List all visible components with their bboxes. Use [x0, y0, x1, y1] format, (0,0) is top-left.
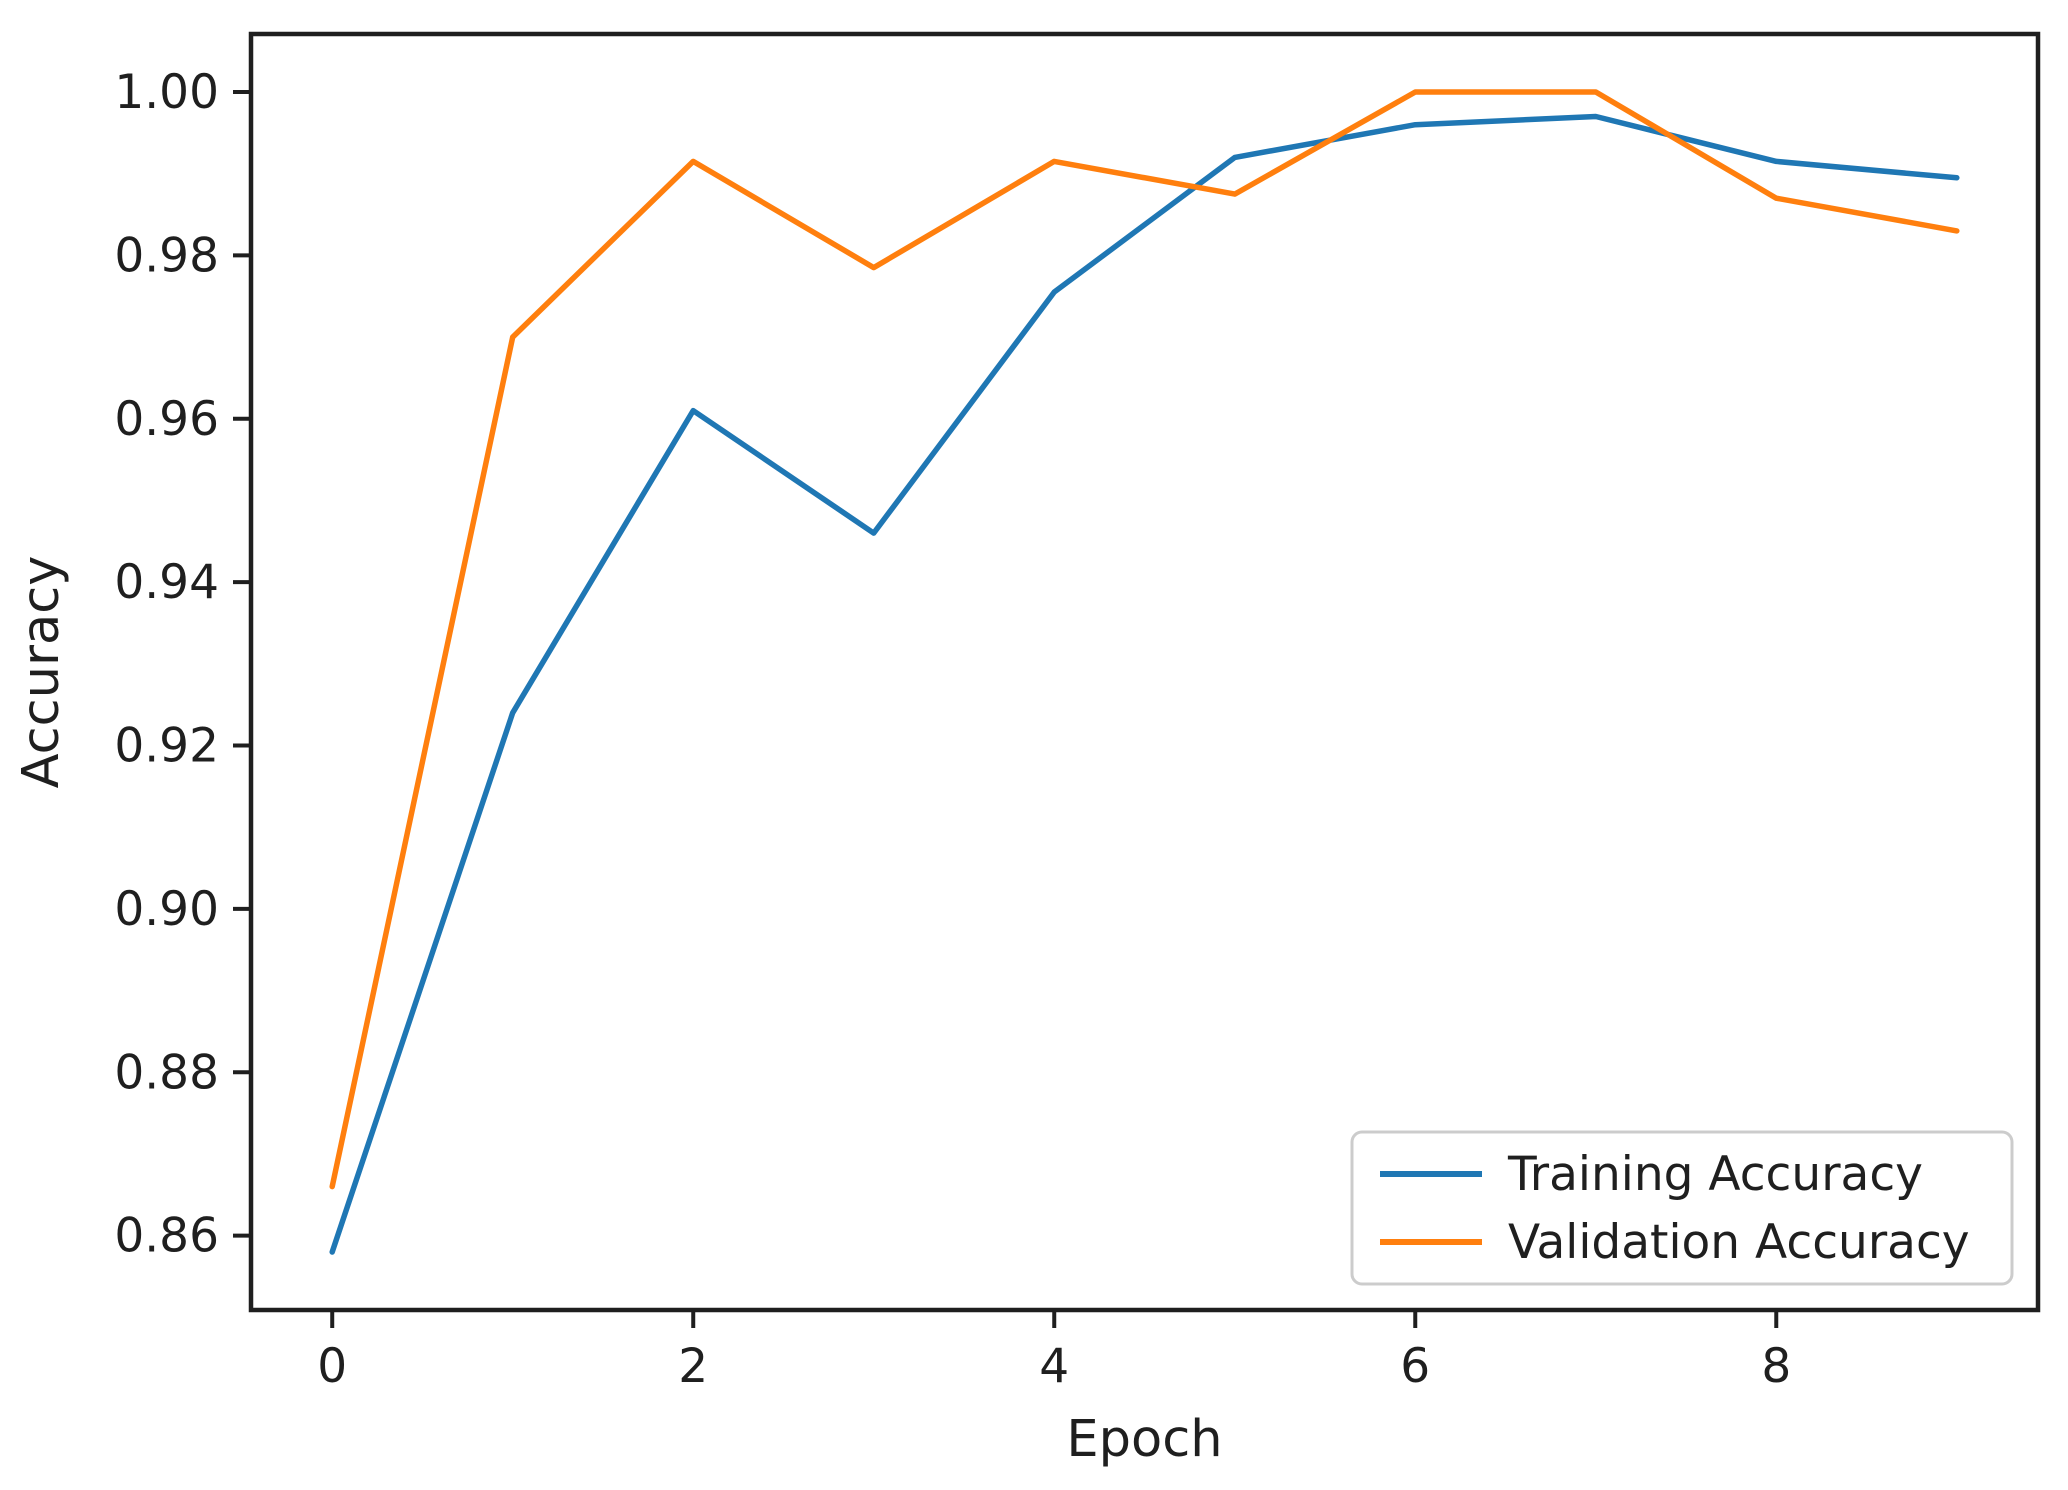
validation-accuracy-line [329, 89, 1960, 1190]
x-axis-tick-label: 8 [1761, 1339, 1791, 1394]
legend: Training Accuracy Validation Accuracy [1350, 1130, 2014, 1286]
legend-label-validation-accuracy: Validation Accuracy [1508, 1215, 1970, 1270]
x-axis-tick-label: 6 [1400, 1339, 1430, 1394]
y-axis-tick-label: 0.92 [114, 719, 219, 774]
y-axis-tick-label: 0.94 [114, 555, 219, 610]
x-axis-label: Epoch [1066, 1410, 1222, 1469]
y-axis-tick-label: 0.96 [114, 392, 219, 447]
training-accuracy-line [329, 113, 1960, 1255]
y-axis-tick-label: 0.86 [114, 1209, 219, 1264]
y-axis-tick-label: 0.90 [114, 882, 219, 937]
x-axis-tick-label: 4 [1039, 1339, 1069, 1394]
y-axis-tick-label: 0.88 [114, 1045, 219, 1100]
x-axis-tick-label: 2 [678, 1339, 708, 1394]
y-axis-label: Accuracy [12, 556, 71, 789]
legend-box [1350, 1130, 2014, 1286]
legend-label-training-accuracy: Training Accuracy [1507, 1147, 1923, 1202]
axes-spines [248, 31, 2041, 1313]
y-axis-tick-label: 0.98 [114, 228, 219, 283]
x-axis-tick-label: 0 [317, 1339, 347, 1394]
y-axis-tick-label: 1.00 [114, 65, 219, 120]
